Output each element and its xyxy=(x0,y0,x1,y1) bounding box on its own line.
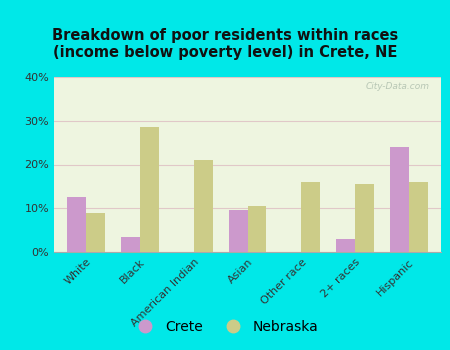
Bar xyxy=(248,206,266,252)
Bar xyxy=(409,182,428,252)
Bar xyxy=(121,237,140,252)
Bar xyxy=(355,184,374,252)
Bar xyxy=(336,239,355,252)
Bar xyxy=(86,212,105,252)
Bar xyxy=(68,197,86,252)
Bar xyxy=(194,160,212,252)
Legend: Crete, Nebraska: Crete, Nebraska xyxy=(126,314,324,340)
Bar xyxy=(140,127,159,252)
Text: Breakdown of poor residents within races
(income below poverty level) in Crete, : Breakdown of poor residents within races… xyxy=(52,28,398,61)
Text: City-Data.com: City-Data.com xyxy=(365,82,429,91)
Bar xyxy=(390,147,409,252)
Bar xyxy=(229,210,248,252)
Bar xyxy=(301,182,320,252)
